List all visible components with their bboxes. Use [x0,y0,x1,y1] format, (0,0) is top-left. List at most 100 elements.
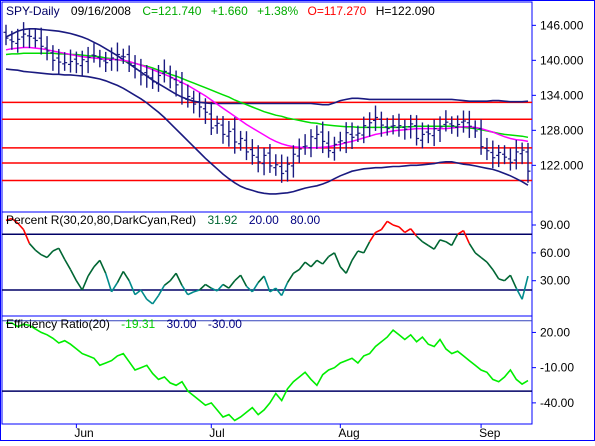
percent-r-segment [263,275,271,293]
percent-r-segment [181,284,189,296]
price-bars [3,22,531,183]
y-tick-label: -40.00 [540,396,574,410]
percent-r-segment [163,280,171,286]
percent-r-segment [17,222,25,231]
y-tick-label: 20.00 [540,325,570,339]
percent-r-segment [439,239,447,243]
percent-r-segment [11,217,19,224]
percent-r-segment [34,249,42,256]
percent-r-segment [427,244,435,250]
y-tick-label: 134.000 [540,88,584,102]
wr-low-level: 20.00 [249,213,279,227]
percent-r-segment [81,275,89,291]
percent-r-segment [416,235,423,243]
percent-r-segment [239,274,248,287]
percent-r-segment [63,258,72,270]
percent-r-segment [404,228,412,234]
x-tick-label: Sep [479,426,501,440]
percent-r-segment [322,256,330,265]
percent-r-header: Percent R(30,20,80,DarkCyan,Red) 31.92 2… [6,213,321,227]
percent-r-segment [345,259,353,274]
percent-r-segment [234,274,242,282]
percent-r-segment [275,287,283,297]
percent-r-segment [28,243,36,251]
percent-r-segment [462,230,471,244]
percent-r-segment [468,243,476,254]
x-tick-label: Jul [209,426,224,440]
er-label: Efficiency Ratio(20) [6,317,110,331]
percent-r-segment [245,285,253,293]
y-tick-label: 146.000 [540,18,584,32]
percent-r-segment [433,239,441,250]
percent-r-segment [298,261,306,271]
y-tick-label: 60.00 [540,246,570,260]
percent-r-segment [122,271,130,282]
header-date: 09/16/2008 [71,4,131,18]
percent-r-segment [128,280,136,295]
percent-r-segment [93,259,101,268]
percent-r-segment [351,250,359,261]
price-header: SPY-Daily 09/16/2008 C=121.740 +1.660 +1… [6,4,435,18]
percent-r-segment [46,250,54,259]
percent-r-segment [316,259,324,265]
header-high: H=122.090 [376,4,435,18]
y-tick-label: 122.000 [540,158,584,172]
header-symbol: SPY-Daily [6,4,60,18]
percent-r-segment [521,275,529,300]
percent-r-segment [380,220,388,231]
percent-r-segment [486,261,494,271]
percent-r-segment [251,282,259,293]
x-tick-label: Jun [74,426,93,440]
wr-value: 31.92 [207,213,237,227]
percent-r-segment [216,283,224,292]
wr-high-level: 80.00 [290,213,320,227]
percent-r-segment [157,284,166,296]
upper-band-line [5,27,529,106]
percent-r-segment [445,241,453,247]
er-lower: -30.00 [208,317,242,331]
percent-r-segment [451,233,459,246]
percent-r-segment [357,250,365,254]
efficiency-ratio-pane [1,315,533,425]
wr-label: Percent R(30,20,80,DarkCyan,Red) [6,213,196,227]
percent-r-segment [110,282,119,293]
percent-r-segment [375,228,382,234]
header-change: +1.660 [211,4,248,18]
percent-r-segment [198,283,206,291]
percent-r-segment [104,273,113,293]
percent-r-segment [398,226,406,234]
y-tick-label: 30.00 [540,274,570,288]
percent-r-segment [222,283,230,289]
percent-r-segment [339,266,347,274]
percent-r-segment [146,298,154,305]
fast-average-line [5,46,529,149]
percent-r-segment [116,271,125,283]
percent-r-segment [269,287,277,293]
efficiency-ratio-plot: 20.00 -10.00 -40.00 [2,320,574,422]
percent-r-segment [457,229,464,235]
efficiency-ratio-header: Efficiency Ratio(20) -19.31 30.00 -30.00 [6,317,242,331]
percent-r-segment [134,289,142,296]
percent-r-segment [175,272,183,286]
percent-r-segment [22,229,31,244]
percent-r-segment [40,253,48,259]
percent-r-segment [386,220,394,226]
y-tick-label: 128.000 [540,123,584,137]
percent-r-segment [210,287,218,292]
percent-r-segment [52,247,60,252]
header-change-pct: +1.38% [257,4,298,18]
percent-r-segment [492,269,500,280]
x-tick-label: Aug [338,426,359,440]
er-value: -19.31 [121,317,155,331]
percent-r-segment [75,280,83,291]
percent-r-segment [187,291,195,296]
horizontal-levels [2,101,532,182]
percent-r-segment [515,287,523,300]
percent-r-segment [169,272,177,282]
percent-r-segment [99,259,107,274]
y-tick-label: 90.00 [540,218,570,232]
percent-r-segment [280,282,289,296]
